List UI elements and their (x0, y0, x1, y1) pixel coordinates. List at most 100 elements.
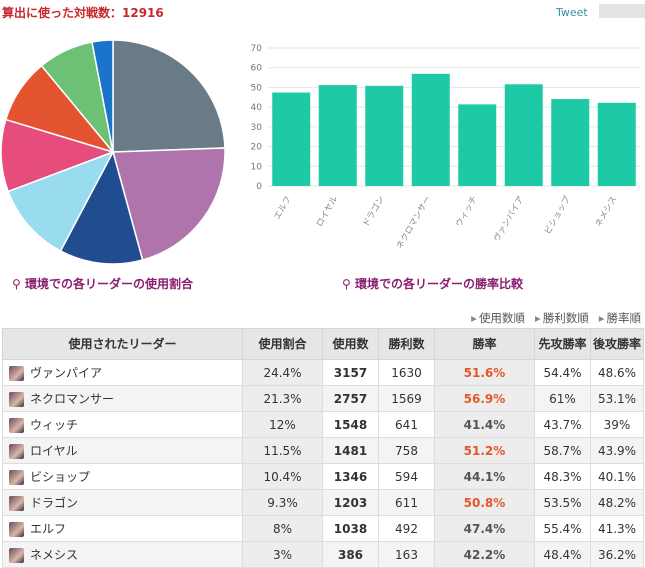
table-cell: 3157 (322, 359, 379, 386)
table-cell: 3% (242, 541, 323, 568)
table-cell: 21.3% (242, 385, 323, 412)
table-cell: 36.2% (590, 541, 644, 568)
cell-text: 1346 (333, 469, 368, 484)
x-tick-label: ヴァンパイア (491, 194, 526, 244)
cell-text: 55.4% (543, 521, 582, 536)
table-cell: 43.7% (534, 411, 591, 438)
cell-text: 42.2% (463, 547, 506, 562)
leader-icon (9, 496, 24, 511)
cell-text: 24.4% (263, 365, 302, 380)
cell-text: 1548 (333, 417, 368, 432)
table-cell: 12% (242, 411, 323, 438)
cell-text: 47.4% (463, 521, 506, 536)
cell-text: 1203 (333, 495, 368, 510)
cell-text: 43.9% (597, 443, 637, 458)
cell-text: ドラゴン (30, 496, 79, 510)
table-cell: 1630 (378, 359, 435, 386)
table-cell: 1203 (322, 489, 379, 516)
pie-slice (112, 147, 226, 261)
cell-text: 611 (395, 495, 418, 510)
table-cell: 58.7% (534, 437, 591, 464)
bar (365, 85, 404, 186)
table-row: ウィッチ 12% 1548 641 41.4% 43.7% 39% (2, 411, 644, 438)
x-tick-label: エルフ (272, 195, 293, 222)
leader-table: 使用されたリーダー 使用割合 使用数 勝利数 勝率 先攻勝率 後攻勝率 ヴァンパイア 24.4%… (2, 328, 644, 568)
cell-text: 1038 (333, 521, 368, 536)
table-cell: 47.4% (434, 515, 535, 542)
table-cell: 51.2% (434, 437, 535, 464)
cell-text: 41.3% (597, 521, 637, 536)
cell-text: 53.5% (543, 495, 582, 510)
charts: 0 10 20 30 40 50 60 70 エルフ ロイヤル ドラゴン ネクロマンサー ウィッチ ヴァン… (0, 39, 640, 265)
tweet-button[interactable]: Tweet (556, 6, 588, 19)
table-cell: 48.4% (534, 541, 591, 568)
cell-text: 40.1% (597, 469, 637, 484)
table-cell: 492 (378, 515, 435, 542)
table-cell: 39% (590, 411, 644, 438)
table-cell: 1346 (322, 463, 379, 490)
table-cell: 54.4% (534, 359, 591, 386)
table-cell: 48.3% (534, 463, 591, 490)
sort-link[interactable]: 使用数順 (471, 311, 525, 325)
x-tick-label: ドラゴン (360, 194, 387, 229)
table-cell: 611 (378, 489, 435, 516)
x-tick-label: ロイヤル (315, 194, 341, 229)
table-cell: ネメシス (2, 541, 243, 568)
cell-text: 58.7% (543, 443, 582, 458)
cell-text: ウィッチ (30, 418, 79, 432)
table-cell: 1038 (322, 515, 379, 542)
sort-link[interactable]: 勝率順 (599, 311, 641, 325)
table-cell: エルフ (2, 515, 243, 542)
leader-icon (9, 418, 24, 433)
column-header: 使用数 (322, 328, 379, 360)
leader-icon (9, 366, 24, 381)
x-tick-label: ウィッチ (454, 195, 480, 229)
cell-text: 163 (395, 547, 418, 562)
table-row: ネクロマンサー 21.3% 2757 1569 56.9% 61% 53.1% (2, 385, 644, 412)
y-tick-label: 70 (251, 44, 263, 54)
table-row: ヴァンパイア 24.4% 3157 1630 51.6% 54.4% 48.6% (2, 359, 644, 386)
table-cell: 40.1% (590, 463, 644, 490)
cell-text: ネクロマンサー (30, 392, 115, 406)
cell-text: 48.2% (597, 495, 637, 510)
table-row: エルフ 8% 1038 492 47.4% 55.4% 41.3% (2, 515, 644, 542)
table-cell: ビショップ (2, 463, 243, 490)
table-cell: 641 (378, 411, 435, 438)
cell-text: 54.4% (543, 365, 582, 380)
y-tick-label: 20 (251, 143, 263, 153)
table-cell: 56.9% (434, 385, 535, 412)
pie-caption: ⚲ 環境での各リーダーの使用割合 (12, 277, 193, 291)
cell-text: エルフ (30, 522, 67, 536)
cell-text: 53.1% (597, 391, 637, 406)
sort-link[interactable]: 勝利数順 (535, 311, 589, 325)
cell-text: 48.4% (543, 547, 582, 562)
table-cell: 8% (242, 515, 323, 542)
table-cell: 1481 (322, 437, 379, 464)
bookmark-button[interactable] (599, 4, 645, 18)
table-cell: 594 (378, 463, 435, 490)
column-header: 先攻勝率 (534, 328, 591, 360)
cell-text: 641 (395, 417, 418, 432)
cell-text: 1569 (391, 391, 422, 406)
column-header: 使用されたリーダー (2, 328, 243, 360)
table-cell: 51.6% (434, 359, 535, 386)
table-cell: ネクロマンサー (2, 385, 243, 412)
cell-text: 39% (603, 417, 631, 432)
column-header: 勝率 (434, 328, 535, 360)
column-header: 後攻勝率 (590, 328, 644, 360)
bar (504, 84, 543, 186)
table-cell: 758 (378, 437, 435, 464)
table-cell: 48.2% (590, 489, 644, 516)
sort-links: 使用数順勝利数順勝率順 (461, 310, 641, 326)
title: 算出に使った対戦数：12916 (2, 6, 164, 20)
bar (551, 99, 590, 186)
cell-text: 9.3% (267, 495, 298, 510)
table-cell: 53.1% (590, 385, 644, 412)
cell-text: 492 (395, 521, 418, 536)
cell-text: 61% (549, 391, 576, 406)
leader-icon (9, 392, 24, 407)
x-tick-label: ネメシス (594, 195, 620, 229)
table-cell: 61% (534, 385, 591, 412)
table-cell: 41.3% (590, 515, 644, 542)
